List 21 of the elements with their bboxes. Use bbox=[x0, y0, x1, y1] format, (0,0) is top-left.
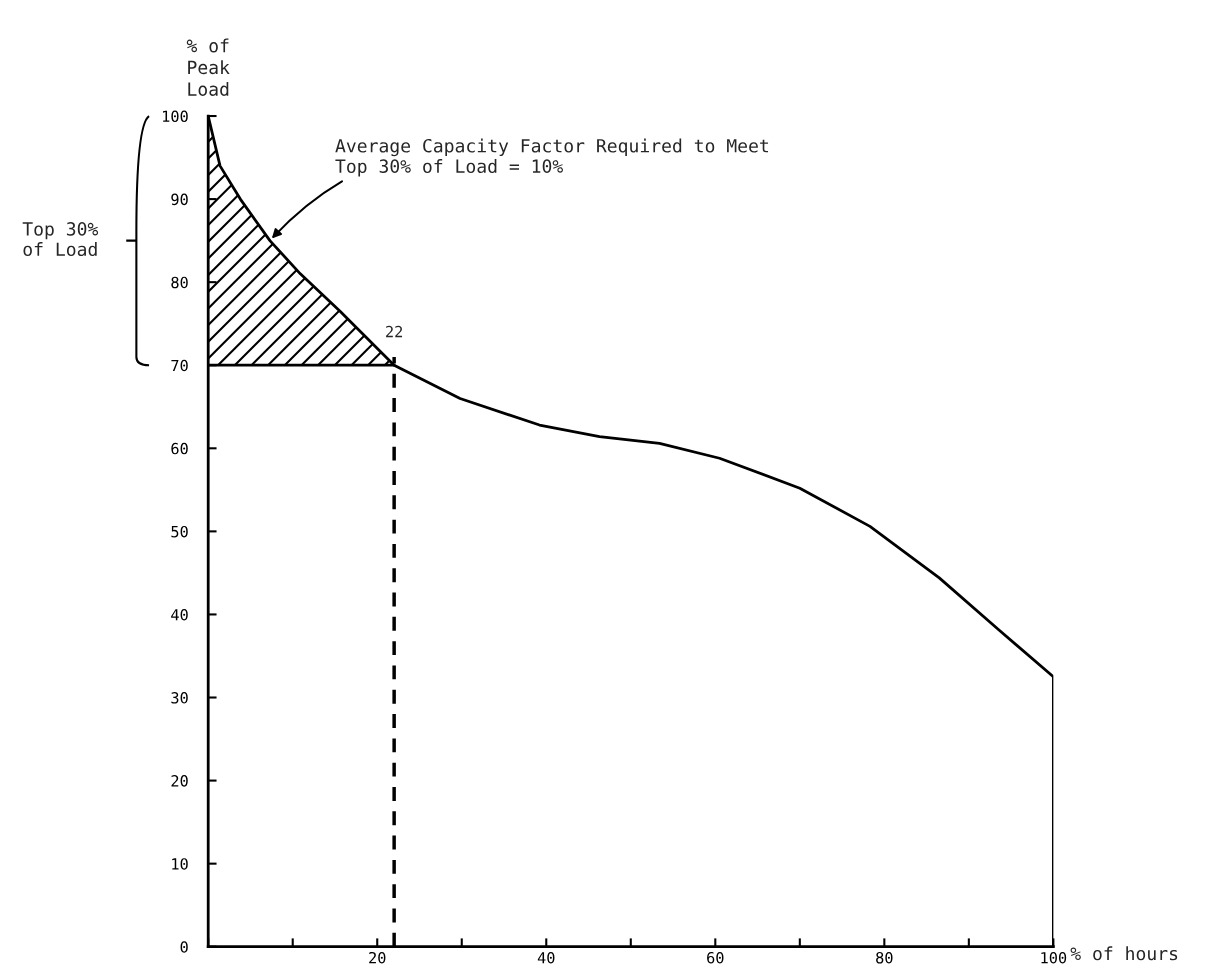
y-tick-label: 60 bbox=[171, 442, 188, 455]
y-tick-label: 100 bbox=[163, 110, 188, 123]
y-tick-label: 90 bbox=[171, 193, 188, 206]
y-tick-label: 30 bbox=[171, 692, 188, 704]
text: Top 30% of Load bbox=[22, 222, 99, 257]
y-tick-label: 80 bbox=[171, 276, 188, 289]
y-tick-label: 10 bbox=[172, 858, 188, 870]
annotation: Average Capacity Factor Required to Meet Top 30% of Load = 10% bbox=[335, 138, 769, 177]
y-tick-label: 0 bbox=[180, 941, 188, 953]
x-tick-label: 100 bbox=[1041, 951, 1067, 964]
y-tick-label: 50 bbox=[171, 525, 188, 538]
y-axis-title: % of Peak Load bbox=[186, 38, 230, 96]
y-tick-label: 20 bbox=[171, 775, 188, 787]
x-axis-title: % of hours bbox=[1070, 946, 1178, 961]
y-tick-label: 40 bbox=[171, 608, 188, 621]
x-tick-label: 40 bbox=[537, 951, 555, 964]
x-tick-label: 60 bbox=[707, 951, 724, 964]
x-tick-label: 20 bbox=[369, 951, 386, 964]
ref-line-label: 22 bbox=[386, 325, 403, 338]
x-tick-label: 80 bbox=[876, 951, 893, 964]
y-tick-label: 70 bbox=[171, 359, 188, 372]
